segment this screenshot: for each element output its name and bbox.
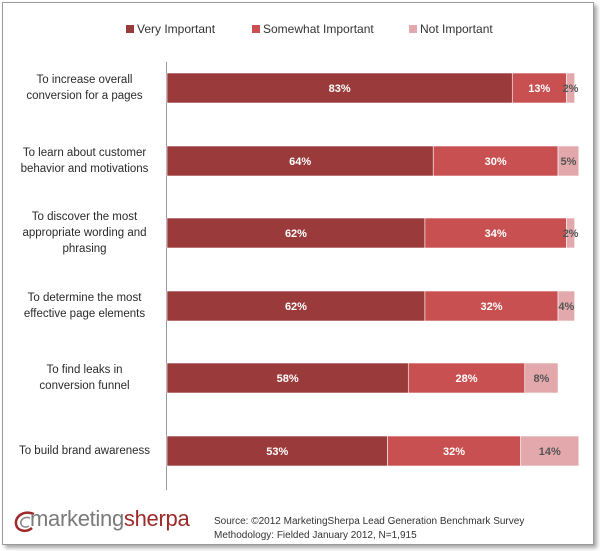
bar-value-label: 28% bbox=[456, 373, 478, 385]
legend-item: Very Important bbox=[126, 22, 215, 36]
legend-item: Not Important bbox=[409, 22, 493, 36]
category-label: To discover the most appropriate wording … bbox=[22, 211, 147, 255]
category-label: To build brand awareness bbox=[18, 445, 151, 457]
bar-value-label: 62% bbox=[285, 228, 307, 240]
category-label: To learn about customer behavior and moti… bbox=[20, 147, 149, 175]
bar-very-important bbox=[166, 217, 426, 249]
bar-somewhat-important bbox=[424, 217, 567, 249]
logo-swirl-icon bbox=[14, 511, 35, 533]
legend-label: Not Important bbox=[420, 22, 493, 36]
legend-swatch bbox=[252, 25, 260, 33]
bar-not-important bbox=[520, 435, 580, 467]
bar-not-important bbox=[566, 72, 575, 104]
source-note: Source: ©2012 MarketingSherpa Lead Gener… bbox=[214, 515, 524, 543]
bar-value-label: 4% bbox=[558, 301, 574, 313]
bar-value-label: 58% bbox=[277, 373, 299, 385]
bar-value-label: 64% bbox=[289, 156, 311, 168]
legend-label: Somewhat Important bbox=[263, 22, 374, 36]
bar-value-label: 32% bbox=[443, 446, 465, 458]
bar-somewhat-important bbox=[407, 362, 526, 394]
bar-somewhat-important bbox=[511, 72, 567, 104]
bar-value-label: 5% bbox=[560, 156, 576, 168]
bar-value-label: 30% bbox=[485, 156, 507, 168]
bar-value-label: 34% bbox=[485, 228, 507, 240]
bar-not-important bbox=[524, 362, 559, 394]
bar-somewhat-important bbox=[424, 290, 559, 322]
bar-not-important bbox=[557, 290, 575, 322]
bar-not-important bbox=[566, 217, 575, 249]
bar-somewhat-important bbox=[387, 435, 521, 467]
methodology-line: Methodology: Fielded January 2012, N=1,9… bbox=[214, 530, 417, 541]
bar-very-important bbox=[166, 290, 426, 322]
bar-value-label: 83% bbox=[329, 83, 351, 95]
logo-text-sherpa: sherpa bbox=[123, 506, 190, 531]
bar-very-important bbox=[166, 145, 434, 177]
bar-not-important bbox=[557, 145, 580, 177]
bar-value-label: 2% bbox=[563, 83, 579, 95]
source-line: Source: ©2012 MarketingSherpa Lead Gener… bbox=[214, 516, 525, 527]
bar-value-label: 14% bbox=[539, 446, 561, 458]
category-label: To find leaks in conversion funnel bbox=[39, 364, 130, 392]
bar-very-important bbox=[166, 362, 409, 394]
legend-item: Somewhat Important bbox=[252, 22, 374, 36]
legend-swatch bbox=[409, 25, 417, 33]
logo: marketingsherpa bbox=[30, 506, 190, 532]
bar-value-label: 53% bbox=[266, 446, 288, 458]
bar-very-important bbox=[166, 72, 513, 104]
category-label: To increase overall conversion for a page… bbox=[26, 74, 143, 102]
logo-text-marketing: marketing bbox=[30, 506, 124, 531]
legend: Very Important Somewhat Important Not Impo… bbox=[0, 22, 600, 40]
bar-value-label: 8% bbox=[533, 373, 549, 385]
legend-label: Very Important bbox=[137, 22, 216, 36]
bar-value-label: 13% bbox=[528, 83, 550, 95]
legend-swatch bbox=[126, 25, 134, 33]
category-label: To determine the most effective page elem… bbox=[23, 292, 146, 320]
bar-value-label: 32% bbox=[480, 301, 502, 313]
bar-value-label: 62% bbox=[285, 301, 307, 313]
bar-value-label: 2% bbox=[563, 228, 579, 240]
